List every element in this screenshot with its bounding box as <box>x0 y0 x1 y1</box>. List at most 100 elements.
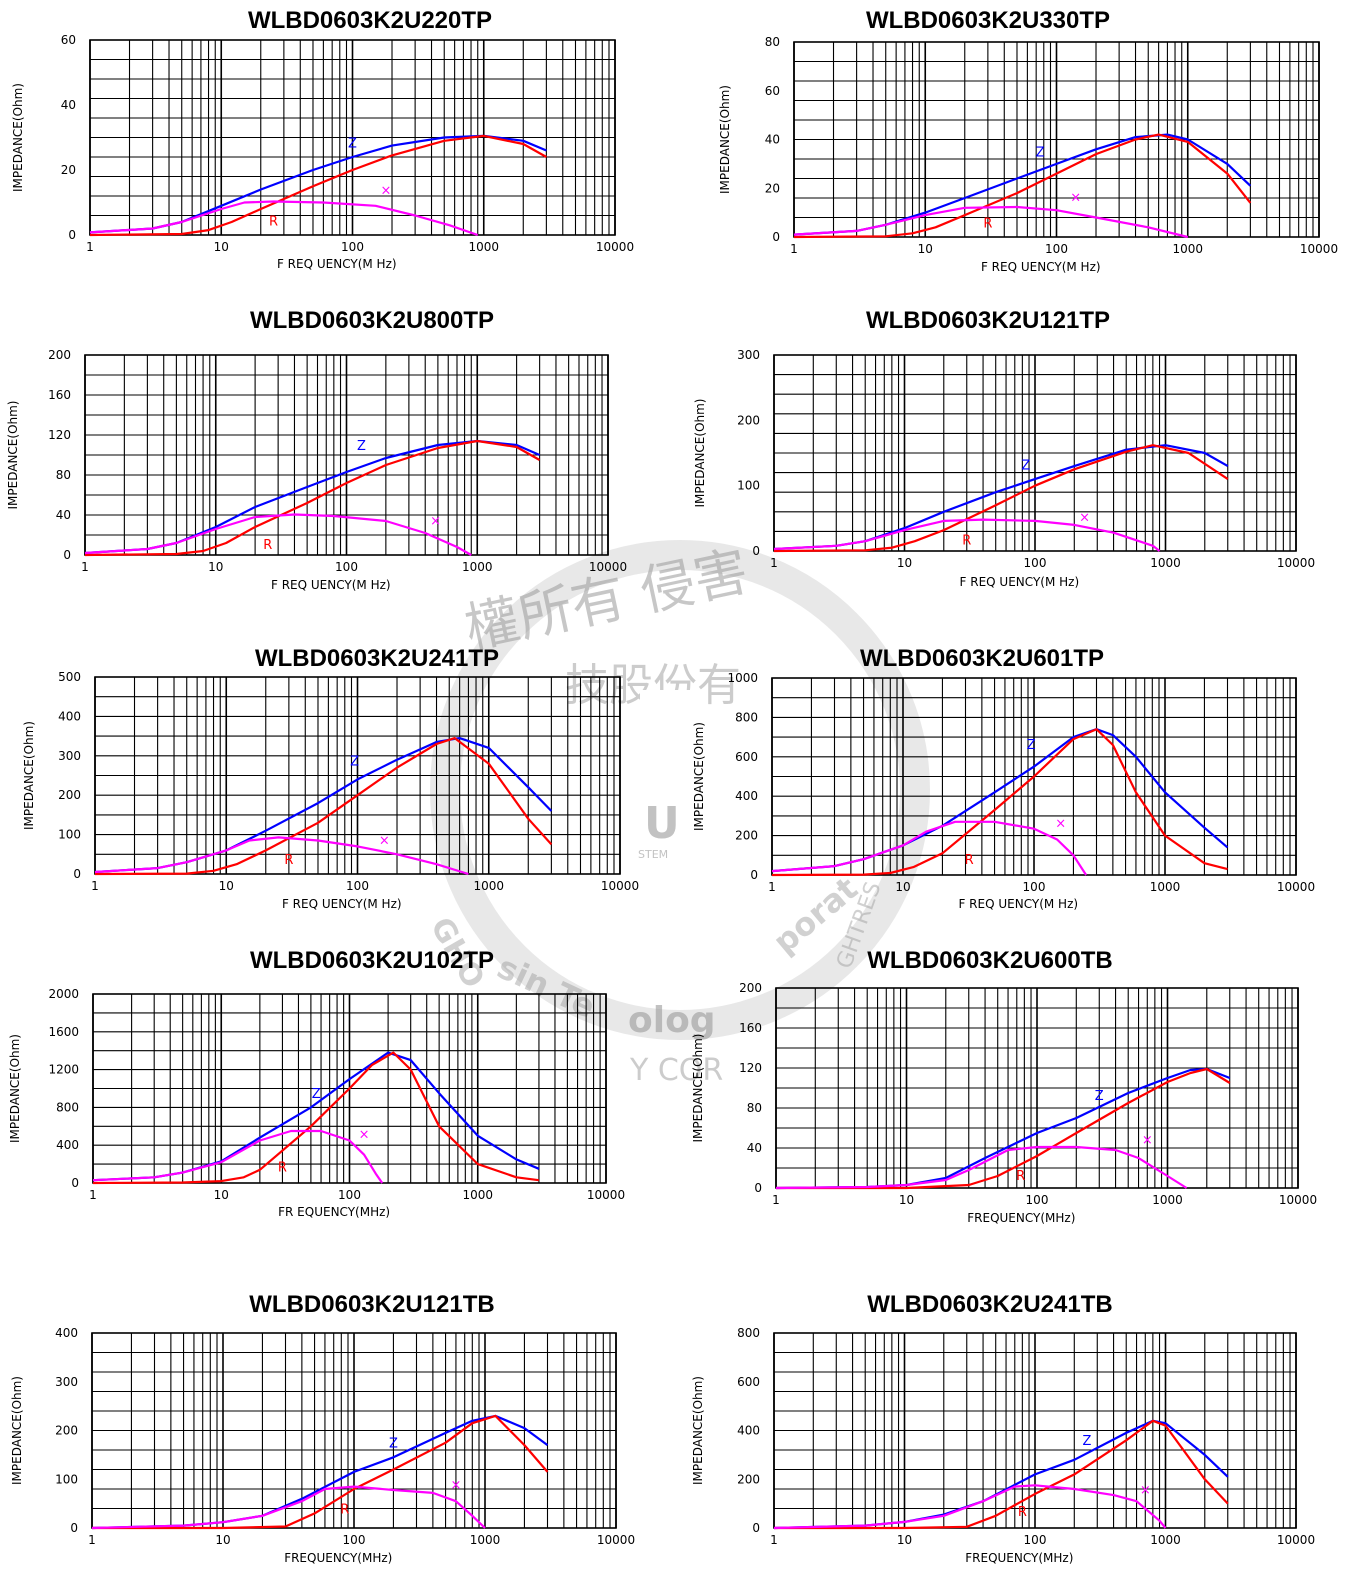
series-label-z: Z <box>350 755 359 770</box>
chart-title: WLBD0603K2U800TP <box>250 307 494 334</box>
x-axis-label: F REQ UENCY(M Hz) <box>981 260 1101 274</box>
y-tick-label: 0 <box>71 1176 79 1190</box>
series-line-x <box>91 1485 486 1530</box>
y-tick-label: 0 <box>772 230 780 244</box>
x-tick-label: 100 <box>1023 880 1046 894</box>
x-axis-label: FREQUENCY(MHz) <box>967 1211 1075 1225</box>
y-axis-label: IMPEDANCE(Ohm) <box>693 399 707 508</box>
y-tick-label: 0 <box>752 544 760 558</box>
plot-frame <box>773 354 1297 552</box>
series-label-z: Z <box>389 1437 398 1452</box>
x-axis-label: FREQUENCY(MHz) <box>965 1551 1073 1565</box>
series-label-z: Z <box>348 136 357 151</box>
grid <box>94 676 621 875</box>
x-tick-label: 1000 <box>1150 556 1181 570</box>
series-label-r: R <box>269 214 278 229</box>
x-axis-label: FR EQUENCY(MHz) <box>278 1205 390 1219</box>
y-tick-label: 0 <box>73 867 81 881</box>
chart-panel-601tp: WLBD0603K2U601TP 0 200 400 600 800 1000 1 10 100 1… <box>690 640 1361 920</box>
y-axis-label: IMPEDANCE(Ohm) <box>691 1376 705 1485</box>
y-tick-label: 800 <box>735 710 758 724</box>
series-label-r: R <box>965 853 974 868</box>
x-tick-label: 10000 <box>1277 1533 1315 1547</box>
x-tick-label: 10 <box>899 1193 914 1207</box>
plot-frame <box>91 1332 617 1529</box>
series-label-r: R <box>284 853 293 868</box>
y-tick-label: 0 <box>68 228 76 242</box>
x-tick-label: 1000 <box>462 560 493 574</box>
y-tick-label: 600 <box>737 1375 760 1389</box>
chart-title: WLBD0603K2U121TB <box>249 1291 494 1318</box>
x-tick-label: 10000 <box>1277 556 1315 570</box>
series-label-x: × <box>1140 1483 1151 1498</box>
y-tick-label: 60 <box>61 33 76 47</box>
x-tick-label: 100 <box>341 240 364 254</box>
y-tick-label: 2000 <box>48 987 79 1001</box>
x-tick-label: 10000 <box>1279 1193 1317 1207</box>
series-label-x: × <box>1142 1133 1153 1148</box>
x-tick-label: 100 <box>1024 556 1047 570</box>
series-label-z: Z <box>1095 1089 1104 1104</box>
y-tick-label: 200 <box>48 348 71 362</box>
x-tick-label: 100 <box>346 879 369 893</box>
y-tick-label: 200 <box>737 413 760 427</box>
series-label-r: R <box>1018 1505 1027 1520</box>
chart-svg: WLBD0603K2U121TP 0 100 200 300 1 10 100 1000 1000… <box>693 307 1315 589</box>
x-tick-label: 1000 <box>462 1188 493 1202</box>
x-tick-label: 1 <box>86 240 94 254</box>
series-line-x <box>84 513 472 556</box>
x-tick-label: 10000 <box>587 1188 625 1202</box>
chart-title: WLBD0603K2U220TP <box>248 7 492 34</box>
series-label-x: × <box>1055 817 1066 832</box>
x-axis-label: FREQUENCY(MHz) <box>284 1551 392 1565</box>
grid <box>773 354 1297 552</box>
series-label-r: R <box>278 1161 287 1176</box>
chart-title: WLBD0603K2U241TP <box>255 645 499 672</box>
chart-panel-800tp: WLBD0603K2U800TP 0 40 80 120 160 200 1 10 100 1000… <box>0 300 680 600</box>
y-tick-label: 40 <box>61 98 76 112</box>
y-tick-label: 60 <box>765 84 780 98</box>
series-label-z: Z <box>1021 458 1030 473</box>
x-tick-label: 10000 <box>589 560 627 574</box>
chart-svg: WLBD0603K2U241TP 0 100 200 300 400 500 1 10 100 10… <box>22 645 639 911</box>
y-tick-label: 40 <box>56 508 71 522</box>
chart-svg: WLBD0603K2U600TB 0 40 80 120 160 200 1 10 100 1000… <box>691 947 1317 1225</box>
x-tick-label: 1000 <box>470 1533 501 1547</box>
series-line-x <box>771 820 1088 876</box>
plot-frame <box>793 41 1320 238</box>
x-axis-label: F REQ UENCY(M Hz) <box>960 575 1080 589</box>
series-label-x: × <box>379 833 390 848</box>
y-tick-label: 300 <box>55 1375 78 1389</box>
x-tick-label: 10 <box>895 880 910 894</box>
x-tick-label: 1000 <box>1150 1533 1181 1547</box>
x-tick-label: 10000 <box>1277 880 1315 894</box>
plot-frame <box>773 1332 1297 1529</box>
series-label-x: × <box>381 183 392 198</box>
y-tick-label: 400 <box>735 789 758 803</box>
series-line-r <box>773 444 1229 553</box>
y-axis-label: IMPEDANCE(Ohm) <box>22 721 36 830</box>
series-label-x: × <box>1070 191 1081 206</box>
x-tick-label: 10 <box>219 879 234 893</box>
y-axis-label: IMPEDANCE(Ohm) <box>11 83 25 192</box>
series-line-r <box>84 439 541 557</box>
series-line-x <box>775 1145 1188 1190</box>
chart-panel-121tp: WLBD0603K2U121TP 0 100 200 300 1 10 100 1000 1000… <box>690 300 1361 600</box>
y-tick-label: 120 <box>739 1061 762 1075</box>
y-tick-label: 400 <box>55 1326 78 1340</box>
series-line-r <box>92 1414 549 1530</box>
chart-svg: WLBD0603K2U601TP 0 200 400 600 800 1000 1 10 100 1… <box>692 645 1315 911</box>
y-tick-label: 600 <box>735 750 758 764</box>
series-label-r: R <box>983 216 992 231</box>
y-tick-label: 200 <box>737 1472 760 1486</box>
x-tick-label: 1000 <box>1150 880 1181 894</box>
y-tick-label: 500 <box>58 670 81 684</box>
series-label-x: × <box>359 1128 370 1143</box>
x-tick-label: 1 <box>89 1188 97 1202</box>
grid <box>793 41 1320 238</box>
series-line-x <box>94 836 469 876</box>
y-tick-label: 200 <box>735 829 758 843</box>
y-axis-label: IMPEDANCE(Ohm) <box>6 401 20 510</box>
plot-frame <box>94 676 621 875</box>
plot-frame <box>775 987 1299 1189</box>
